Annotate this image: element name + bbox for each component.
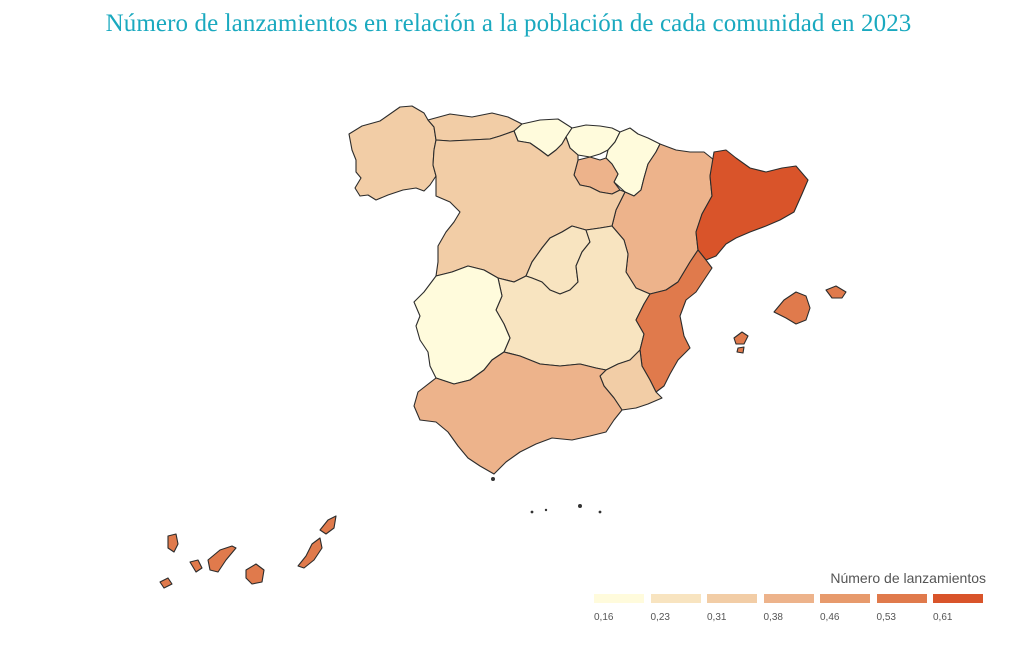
region-andalucia[interactable] [413,351,623,475]
legend-label: 0,31 [707,612,727,623]
legend-label: 0,23 [650,612,670,623]
islet-marker [530,510,534,514]
legend-label: 0,46 [820,612,840,623]
region-melilla[interactable] [578,504,582,508]
region-canarias[interactable] [159,515,337,589]
legend-swatch [594,594,644,603]
legend-swatch [650,594,701,603]
islet-marker [544,508,548,512]
region-islas-baleares[interactable] [733,285,847,354]
islet-marker [598,510,602,514]
legend-swatch [820,594,870,603]
legend-label: 0,53 [876,612,896,623]
map-title: Número de lanzamientos en relación a la … [105,10,912,37]
region-cataluna[interactable] [695,149,809,261]
region-galicia[interactable] [348,105,437,201]
legend-swatch [933,594,983,603]
legend-label: 0,16 [594,612,614,623]
region-ceuta[interactable] [491,477,495,481]
legend-swatch [763,594,814,603]
legend-swatch [876,594,927,603]
legend-swatch [707,594,757,603]
legend-title: Número de lanzamientos [830,570,986,586]
legend-label: 0,38 [763,612,783,623]
legend-label: 0,61 [933,612,953,623]
